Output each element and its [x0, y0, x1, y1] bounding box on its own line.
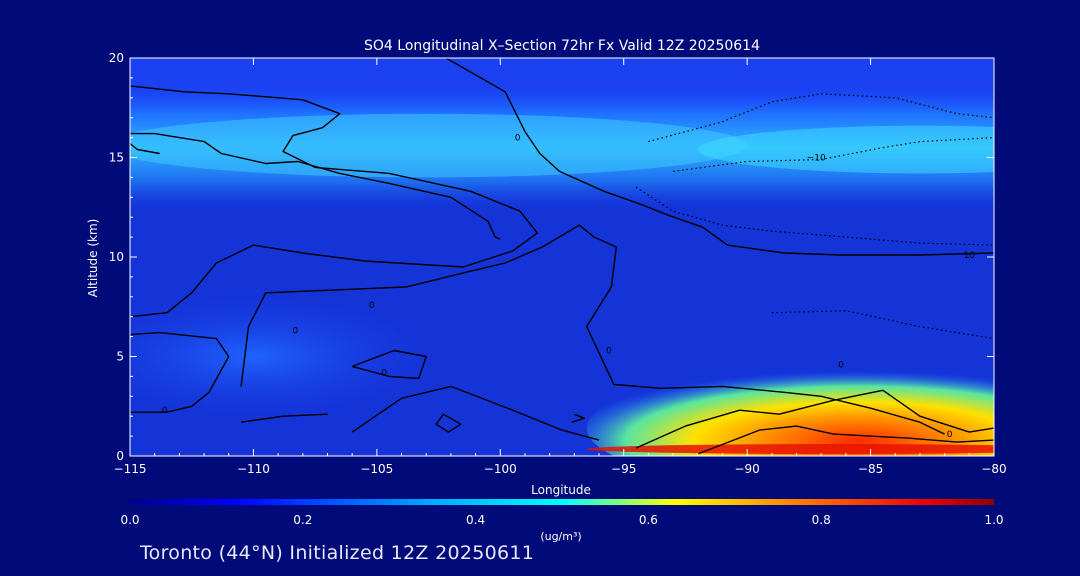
chart-title: SO4 Longitudinal X–Section 72hr Fx Valid… [364, 38, 760, 54]
contour-line-13 [697, 425, 994, 455]
y-tick-label: 0 [116, 449, 124, 463]
x-tick-label: −115 [114, 462, 147, 476]
x-tick-label: −95 [611, 462, 636, 476]
colorbar-unit-label: (ug/m³) [540, 530, 581, 543]
contour-line-7 [351, 349, 427, 380]
colorbar-gradient [130, 499, 994, 505]
x-tick-label: −90 [734, 462, 759, 476]
contour-label-1: 0 [515, 134, 521, 144]
contour-label-5: 0 [381, 368, 387, 378]
y-tick-label: 5 [116, 350, 124, 364]
contour-line-6 [130, 331, 230, 413]
mid-plume-west [130, 296, 427, 417]
contour-line-4 [130, 143, 160, 155]
colorbar-tick-label: 0.6 [639, 513, 658, 527]
contour-line-1 [445, 58, 994, 256]
contour-line-5 [240, 224, 945, 435]
y-axis: 0 5 10 15 20 [109, 51, 994, 463]
colorbar: 0.0 0.2 0.4 0.6 0.8 1.0 (ug/m³) [120, 499, 1004, 543]
contour-label-4: 0 [293, 327, 299, 337]
colorbar-tick-label: 1.0 [984, 513, 1003, 527]
colorbar-tick-label: 0.4 [466, 513, 485, 527]
contour-label-2: −10 [807, 154, 826, 164]
contour-line-11 [571, 413, 585, 423]
x-tick-label: −85 [858, 462, 883, 476]
contour-label-7: 10 [964, 251, 976, 261]
y-tick-label: 15 [109, 151, 124, 165]
caption: Toronto (44°N) Initialized 12Z 20250611 [140, 542, 535, 564]
x-tick-label: −110 [237, 462, 270, 476]
contour-label-6: 0 [838, 360, 844, 370]
surface-hotspot-core [586, 444, 994, 455]
contour-dotted-3 [635, 186, 994, 246]
y-tick-label: 20 [109, 51, 124, 65]
contour-dotted-4 [771, 310, 994, 340]
contour-line-2 [130, 85, 538, 318]
contour-label-10: 0 [947, 430, 953, 440]
plot-area: 0 −10 0 0 0 0 10 0 0 0 [130, 58, 994, 456]
y-tick-label: 10 [109, 250, 124, 264]
contour-line-9 [351, 385, 600, 441]
x-axis: −115 −110 −105 −100 −95 −90 −85 −80 [114, 58, 1007, 476]
x-tick-label: −105 [360, 462, 393, 476]
upper-band-core-east [697, 125, 994, 174]
y-axis-label: Altitude (km) [86, 219, 100, 298]
contour-dotted-1 [648, 93, 994, 143]
contour-line-10 [435, 413, 462, 433]
contour-line-8 [241, 413, 328, 423]
contour-label-8: 0 [606, 347, 612, 357]
x-axis-label: Longitude [531, 483, 591, 497]
x-tick-label: −80 [981, 462, 1006, 476]
colorbar-tick-label: 0.8 [812, 513, 831, 527]
x-tick-label: −100 [484, 462, 517, 476]
contour-label-3: 0 [369, 301, 375, 311]
contour-line-12 [635, 389, 994, 449]
contour-line-3 [130, 132, 501, 240]
colorbar-tick-label: 0.2 [293, 513, 312, 527]
colorbar-tick-label: 0.0 [120, 513, 139, 527]
contour-label-9: 0 [162, 406, 168, 416]
contour-dotted-2 [673, 137, 994, 172]
upper-band-core-west [130, 113, 748, 178]
